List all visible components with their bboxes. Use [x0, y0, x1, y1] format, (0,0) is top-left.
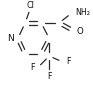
Text: Cl: Cl: [27, 1, 34, 10]
Text: NH₂: NH₂: [75, 8, 90, 17]
Text: N: N: [8, 34, 14, 43]
Text: F: F: [47, 72, 52, 81]
Text: O: O: [77, 27, 83, 36]
Text: F: F: [30, 63, 35, 72]
Text: F: F: [66, 57, 70, 66]
